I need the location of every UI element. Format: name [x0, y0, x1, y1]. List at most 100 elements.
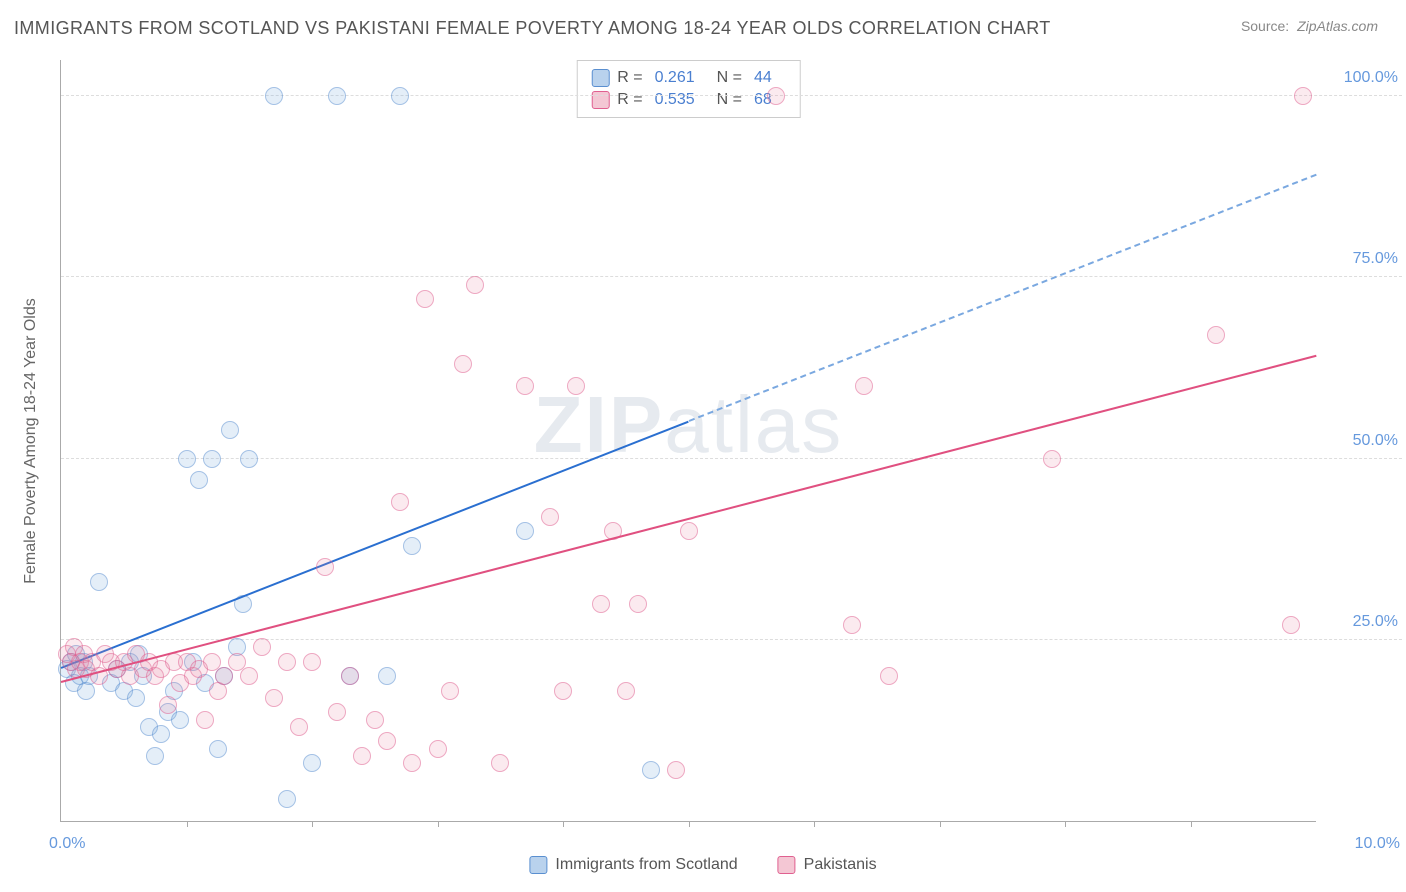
data-point	[843, 616, 861, 634]
legend-swatch-s2	[591, 91, 609, 109]
x-tick	[563, 821, 564, 827]
data-point	[159, 696, 177, 714]
x-tick	[1191, 821, 1192, 827]
y-tick-label: 75.0%	[1353, 250, 1398, 268]
data-point	[265, 689, 283, 707]
data-point	[240, 450, 258, 468]
data-point	[303, 653, 321, 671]
data-point	[567, 377, 585, 395]
legend-label-s1: Immigrants from Scotland	[555, 856, 737, 874]
data-point	[171, 711, 189, 729]
legend-item-s2: Pakistanis	[778, 856, 877, 874]
y-tick-label: 100.0%	[1344, 69, 1398, 87]
x-axis-min-label: 0.0%	[49, 835, 85, 853]
x-tick	[312, 821, 313, 827]
data-point	[767, 87, 785, 105]
legend-swatch-icon	[529, 856, 547, 874]
data-point	[491, 754, 509, 772]
legend-r-label-s2: R =	[617, 91, 642, 109]
y-axis-label: Female Poverty Among 18-24 Year Olds	[22, 298, 40, 584]
data-point	[90, 573, 108, 591]
data-point	[328, 703, 346, 721]
chart-source: Source: ZipAtlas.com	[1241, 18, 1378, 34]
data-point	[1282, 616, 1300, 634]
chart-header: IMMIGRANTS FROM SCOTLAND VS PAKISTANI FE…	[0, 0, 1406, 47]
data-point	[203, 450, 221, 468]
legend-row-s1: R = 0.261 N = 44	[591, 67, 786, 89]
data-point	[629, 595, 647, 613]
data-point	[391, 87, 409, 105]
x-tick	[814, 821, 815, 827]
data-point	[353, 747, 371, 765]
legend-row-s2: R = 0.535 N = 68	[591, 89, 786, 111]
data-point	[278, 653, 296, 671]
legend-swatch-icon	[778, 856, 796, 874]
source-name: ZipAtlas.com	[1297, 18, 1378, 34]
data-point	[290, 718, 308, 736]
data-point	[240, 667, 258, 685]
data-point	[221, 421, 239, 439]
trend-line	[688, 174, 1316, 422]
data-point	[441, 682, 459, 700]
correlation-legend: R = 0.261 N = 44 R = 0.535 N = 68	[576, 60, 801, 118]
data-point	[466, 276, 484, 294]
trend-line	[61, 355, 1316, 683]
data-point	[366, 711, 384, 729]
data-point	[378, 732, 396, 750]
legend-r-value-s1: 0.261	[655, 69, 695, 87]
data-point	[541, 508, 559, 526]
data-point	[403, 537, 421, 555]
x-tick	[1065, 821, 1066, 827]
data-point	[127, 689, 145, 707]
data-point	[278, 790, 296, 808]
data-point	[454, 355, 472, 373]
y-tick-label: 25.0%	[1353, 613, 1398, 631]
legend-item-s1: Immigrants from Scotland	[529, 856, 737, 874]
data-point	[196, 711, 214, 729]
data-point	[190, 471, 208, 489]
y-tick-label: 50.0%	[1353, 432, 1398, 450]
legend-swatch-s1	[591, 69, 609, 87]
data-point	[152, 725, 170, 743]
data-point	[378, 667, 396, 685]
data-point	[316, 558, 334, 576]
data-point	[667, 761, 685, 779]
data-point	[253, 638, 271, 656]
data-point	[215, 667, 233, 685]
data-point	[403, 754, 421, 772]
data-point	[855, 377, 873, 395]
scatter-chart: ZIPatlas Female Poverty Among 18-24 Year…	[60, 60, 1316, 822]
data-point	[178, 450, 196, 468]
x-tick	[940, 821, 941, 827]
source-prefix: Source:	[1241, 18, 1289, 34]
data-point	[680, 522, 698, 540]
legend-r-value-s2: 0.535	[655, 91, 695, 109]
data-point	[328, 87, 346, 105]
data-point	[516, 377, 534, 395]
x-tick	[689, 821, 690, 827]
data-point	[1207, 326, 1225, 344]
legend-label-s2: Pakistanis	[804, 856, 877, 874]
data-point	[642, 761, 660, 779]
data-point	[516, 522, 534, 540]
data-point	[391, 493, 409, 511]
gridline	[61, 458, 1402, 459]
data-point	[1294, 87, 1312, 105]
data-point	[341, 667, 359, 685]
data-point	[1043, 450, 1061, 468]
data-point	[554, 682, 572, 700]
data-point	[416, 290, 434, 308]
data-point	[880, 667, 898, 685]
legend-n-label-s2: N =	[717, 91, 742, 109]
gridline	[61, 276, 1402, 277]
data-point	[592, 595, 610, 613]
legend-r-label-s1: R =	[617, 69, 642, 87]
legend-n-value-s1: 44	[754, 69, 772, 87]
legend-n-label-s1: N =	[717, 69, 742, 87]
data-point	[303, 754, 321, 772]
data-point	[209, 740, 227, 758]
series-legend: Immigrants from Scotland Pakistanis	[529, 856, 876, 874]
x-tick	[187, 821, 188, 827]
gridline	[61, 95, 1402, 96]
x-axis-max-label: 10.0%	[1355, 835, 1400, 853]
